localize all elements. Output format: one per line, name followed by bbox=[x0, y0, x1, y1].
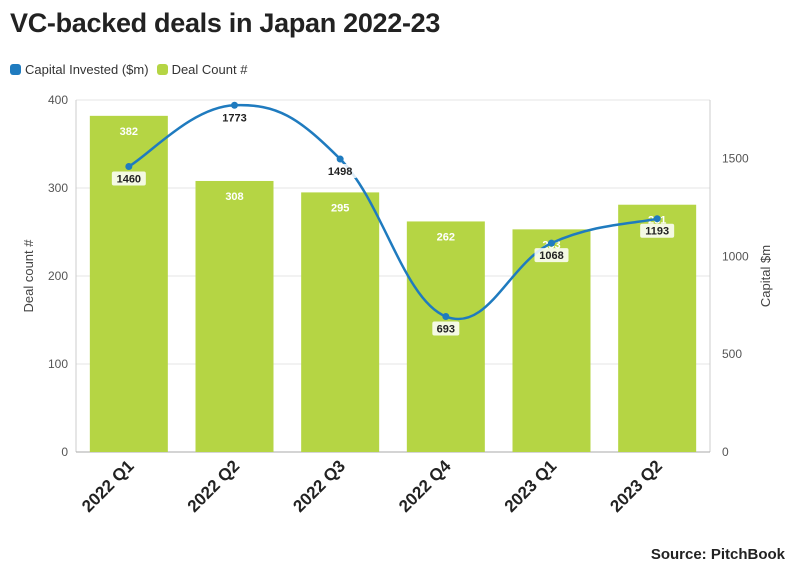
y2-tick-label: 0 bbox=[722, 445, 729, 459]
x-tick-label: 2023 Q1 bbox=[501, 456, 561, 516]
y-tick-label: 200 bbox=[48, 269, 68, 283]
capital-data-label: 1460 bbox=[117, 173, 141, 185]
capital-point bbox=[336, 155, 344, 163]
capital-point bbox=[231, 101, 238, 109]
bar-data-label: 382 bbox=[120, 126, 138, 138]
bar-data-label: 308 bbox=[225, 191, 243, 203]
capital-point bbox=[442, 312, 450, 320]
capital-point bbox=[548, 239, 555, 247]
y-tick-label: 400 bbox=[48, 93, 68, 107]
capital-label-bg bbox=[640, 223, 675, 238]
y2-tick-label: 1500 bbox=[722, 152, 749, 166]
bar bbox=[406, 221, 485, 452]
capital-point bbox=[125, 162, 133, 170]
x-tick-label: 2022 Q1 bbox=[78, 456, 138, 516]
y-tick-label: 100 bbox=[48, 357, 68, 371]
bar-data-label: 295 bbox=[331, 202, 349, 214]
capital-label-bg bbox=[323, 164, 358, 179]
chart-title: VC-backed deals in Japan 2022-23 bbox=[10, 8, 441, 38]
capital-label-bg bbox=[217, 110, 252, 125]
y2-axis-title: Capital $m bbox=[758, 245, 773, 307]
source-note: Source: PitchBook bbox=[650, 546, 785, 563]
legend-swatch-deal-count bbox=[156, 64, 168, 75]
bar bbox=[195, 180, 274, 452]
y-tick-label: 300 bbox=[48, 181, 68, 195]
y2-tick-label: 500 bbox=[722, 347, 742, 361]
capital-data-label: 1498 bbox=[328, 166, 352, 178]
x-tick-label: 2022 Q4 bbox=[395, 456, 455, 516]
legend-item-capital[interactable]: Capital Invested ($m) bbox=[10, 62, 149, 77]
y2-tick-label: 1000 bbox=[722, 249, 749, 263]
capital-data-label: 1193 bbox=[645, 226, 669, 238]
capital-label-bg bbox=[432, 321, 460, 336]
x-tick-label: 2022 Q2 bbox=[184, 456, 244, 516]
y-axis-title: Deal count # bbox=[21, 239, 36, 313]
y-tick-label: 0 bbox=[61, 445, 68, 459]
bar bbox=[301, 192, 380, 452]
x-tick-label: 2022 Q3 bbox=[289, 456, 349, 516]
legend: Capital Invested ($m) Deal Count # bbox=[10, 62, 255, 77]
legend-label-capital: Capital Invested ($m) bbox=[25, 62, 149, 77]
x-tick-label: 2023 Q2 bbox=[606, 456, 666, 516]
capital-label-bg bbox=[111, 171, 146, 186]
bar bbox=[618, 204, 697, 452]
capital-label-bg bbox=[534, 248, 569, 263]
legend-item-deal-count[interactable]: Deal Count # bbox=[156, 62, 248, 77]
legend-label-deal-count: Deal Count # bbox=[171, 62, 248, 77]
bar-data-label: 262 bbox=[437, 231, 455, 243]
capital-data-label: 693 bbox=[437, 323, 455, 335]
bar bbox=[512, 229, 591, 452]
capital-data-label: 1068 bbox=[539, 250, 563, 262]
capital-point bbox=[653, 215, 661, 223]
capital-data-label: 1773 bbox=[222, 112, 246, 124]
legend-swatch-capital bbox=[10, 64, 21, 75]
